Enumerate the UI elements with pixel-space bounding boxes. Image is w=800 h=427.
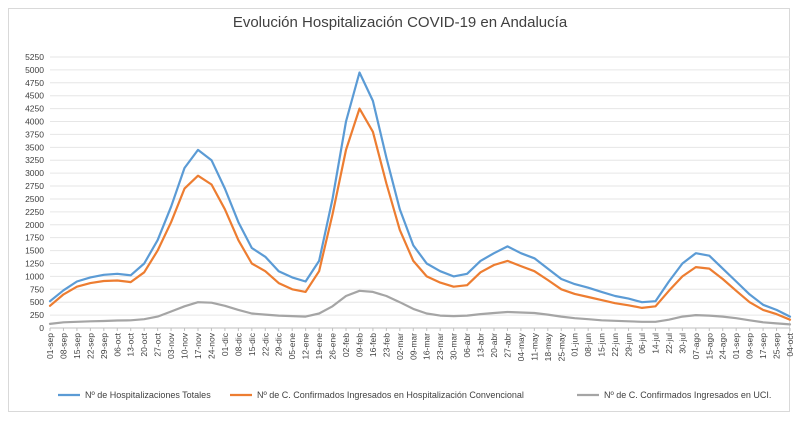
y-tick-label: 3750 bbox=[25, 129, 44, 139]
x-tick-label: 25-may bbox=[556, 332, 566, 361]
x-tick-label: 15-jun bbox=[597, 333, 607, 357]
x-axis-ticks: 01-sep 08-sep 15-sep 22-sep 29-sep 06-oct 13-o… bbox=[45, 328, 795, 361]
x-tick-label: 06-abr bbox=[462, 333, 472, 358]
y-tick-label: 4000 bbox=[25, 117, 44, 127]
x-tick-label: 29-jun bbox=[624, 333, 634, 357]
x-tick-label: 09-sep bbox=[745, 333, 755, 359]
x-tick-label: 24-nov bbox=[206, 332, 216, 359]
x-tick-label: 16-mar bbox=[422, 333, 432, 360]
x-tick-label: 19-ene bbox=[314, 333, 324, 360]
x-tick-label: 09-mar bbox=[408, 333, 418, 360]
x-tick-label: 01-dic bbox=[220, 332, 230, 356]
x-tick-label: 01-jun bbox=[570, 333, 580, 357]
x-tick-label: 22-jun bbox=[610, 333, 620, 357]
x-tick-label: 23-feb bbox=[381, 333, 391, 357]
x-tick-label: 06-oct bbox=[112, 332, 122, 356]
y-tick-label: 250 bbox=[30, 310, 44, 320]
x-tick-label: 14-jul bbox=[650, 333, 660, 354]
y-tick-label: 3250 bbox=[25, 155, 44, 165]
y-axis-ticks: 0 250 500 750 1000 1250 1500 1750 2000 2250 2500 27… bbox=[25, 52, 44, 333]
x-tick-label: 27-oct bbox=[153, 332, 163, 356]
x-tick-label: 20-oct bbox=[139, 332, 149, 356]
x-tick-label: 04-oct bbox=[785, 332, 795, 356]
x-tick-label: 02-feb bbox=[341, 333, 351, 357]
x-tick-label: 30-jul bbox=[677, 333, 687, 354]
x-tick-label: 01-sep bbox=[45, 333, 55, 359]
x-tick-label: 15-sep bbox=[72, 333, 82, 359]
chart-title: Evolución Hospitalización COVID-19 en An… bbox=[232, 14, 568, 31]
x-tick-label: 15-dic bbox=[247, 332, 257, 356]
x-tick-label: 16-feb bbox=[368, 333, 378, 357]
x-tick-label: 22-sep bbox=[85, 333, 95, 359]
x-tick-label: 08-jun bbox=[583, 333, 593, 357]
y-tick-label: 2750 bbox=[25, 181, 44, 191]
series-line-3 bbox=[48, 289, 792, 326]
legend-label-2: Nº de C. Confirmados Ingresados en Hospi… bbox=[257, 390, 524, 400]
x-tick-label: 08-sep bbox=[58, 333, 68, 359]
x-tick-label: 12-ene bbox=[301, 333, 311, 360]
x-tick-label: 05-ene bbox=[287, 333, 297, 360]
x-tick-label: 09-feb bbox=[354, 333, 364, 357]
legend: Nº de Hospitalizaciones Totales Nº de C. … bbox=[58, 390, 771, 400]
x-tick-label: 30-mar bbox=[449, 333, 459, 360]
x-tick-label: 06-jul bbox=[637, 333, 647, 354]
x-tick-label: 29-sep bbox=[99, 333, 109, 359]
x-tick-label: 23-mar bbox=[435, 333, 445, 360]
y-axis-grid bbox=[50, 56, 790, 329]
y-tick-label: 3000 bbox=[25, 168, 44, 178]
y-tick-label: 2250 bbox=[25, 207, 44, 217]
y-tick-label: 750 bbox=[30, 284, 44, 294]
y-tick-label: 1000 bbox=[25, 271, 44, 281]
x-tick-label: 08-dic bbox=[233, 332, 243, 356]
x-tick-label: 01-sep bbox=[731, 333, 741, 359]
x-tick-label: 25-sep bbox=[772, 333, 782, 359]
x-tick-label: 10-nov bbox=[180, 332, 190, 359]
x-tick-label: 26-ene bbox=[328, 333, 338, 360]
x-tick-label: 20-abr bbox=[489, 333, 499, 358]
y-tick-label: 3500 bbox=[25, 142, 44, 152]
x-tick-label: 11-may bbox=[529, 332, 539, 360]
x-tick-label: 17-nov bbox=[193, 332, 203, 359]
series-lines bbox=[48, 71, 792, 326]
x-tick-label: 15-ago bbox=[704, 333, 714, 360]
series-line-2 bbox=[48, 107, 792, 321]
x-tick-label: 04-may bbox=[516, 332, 526, 361]
x-tick-label: 13-abr bbox=[476, 333, 486, 358]
y-tick-label: 2500 bbox=[25, 194, 44, 204]
x-tick-label: 22-dic bbox=[260, 332, 270, 356]
series-line-1 bbox=[48, 71, 792, 318]
y-tick-label: 500 bbox=[30, 297, 44, 307]
legend-label-1: Nº de Hospitalizaciones Totales bbox=[85, 390, 211, 400]
x-tick-label: 07-ago bbox=[691, 333, 701, 360]
x-tick-label: 22-jul bbox=[664, 333, 674, 354]
x-tick-label: 03-nov bbox=[166, 332, 176, 359]
x-tick-label: 18-may bbox=[543, 332, 553, 361]
x-tick-label: 17-sep bbox=[758, 333, 768, 359]
y-tick-label: 4250 bbox=[25, 104, 44, 114]
legend-label-3: Nº de C. Confirmados Ingresados en UCI. bbox=[604, 390, 771, 400]
x-tick-label: 24-ago bbox=[718, 333, 728, 360]
x-tick-label: 29-dic bbox=[274, 332, 284, 356]
y-tick-label: 1500 bbox=[25, 246, 44, 256]
y-tick-label: 5250 bbox=[25, 52, 44, 62]
y-tick-label: 4500 bbox=[25, 91, 44, 101]
y-tick-label: 1750 bbox=[25, 233, 44, 243]
x-tick-label: 02-mar bbox=[395, 333, 405, 360]
y-tick-label: 2000 bbox=[25, 220, 44, 230]
x-tick-label: 27-abr bbox=[502, 333, 512, 358]
y-tick-label: 1250 bbox=[25, 258, 44, 268]
x-tick-label: 13-oct bbox=[126, 332, 136, 356]
y-tick-label: 0 bbox=[39, 323, 44, 333]
y-tick-label: 4750 bbox=[25, 78, 44, 88]
y-tick-label: 5000 bbox=[25, 65, 44, 75]
